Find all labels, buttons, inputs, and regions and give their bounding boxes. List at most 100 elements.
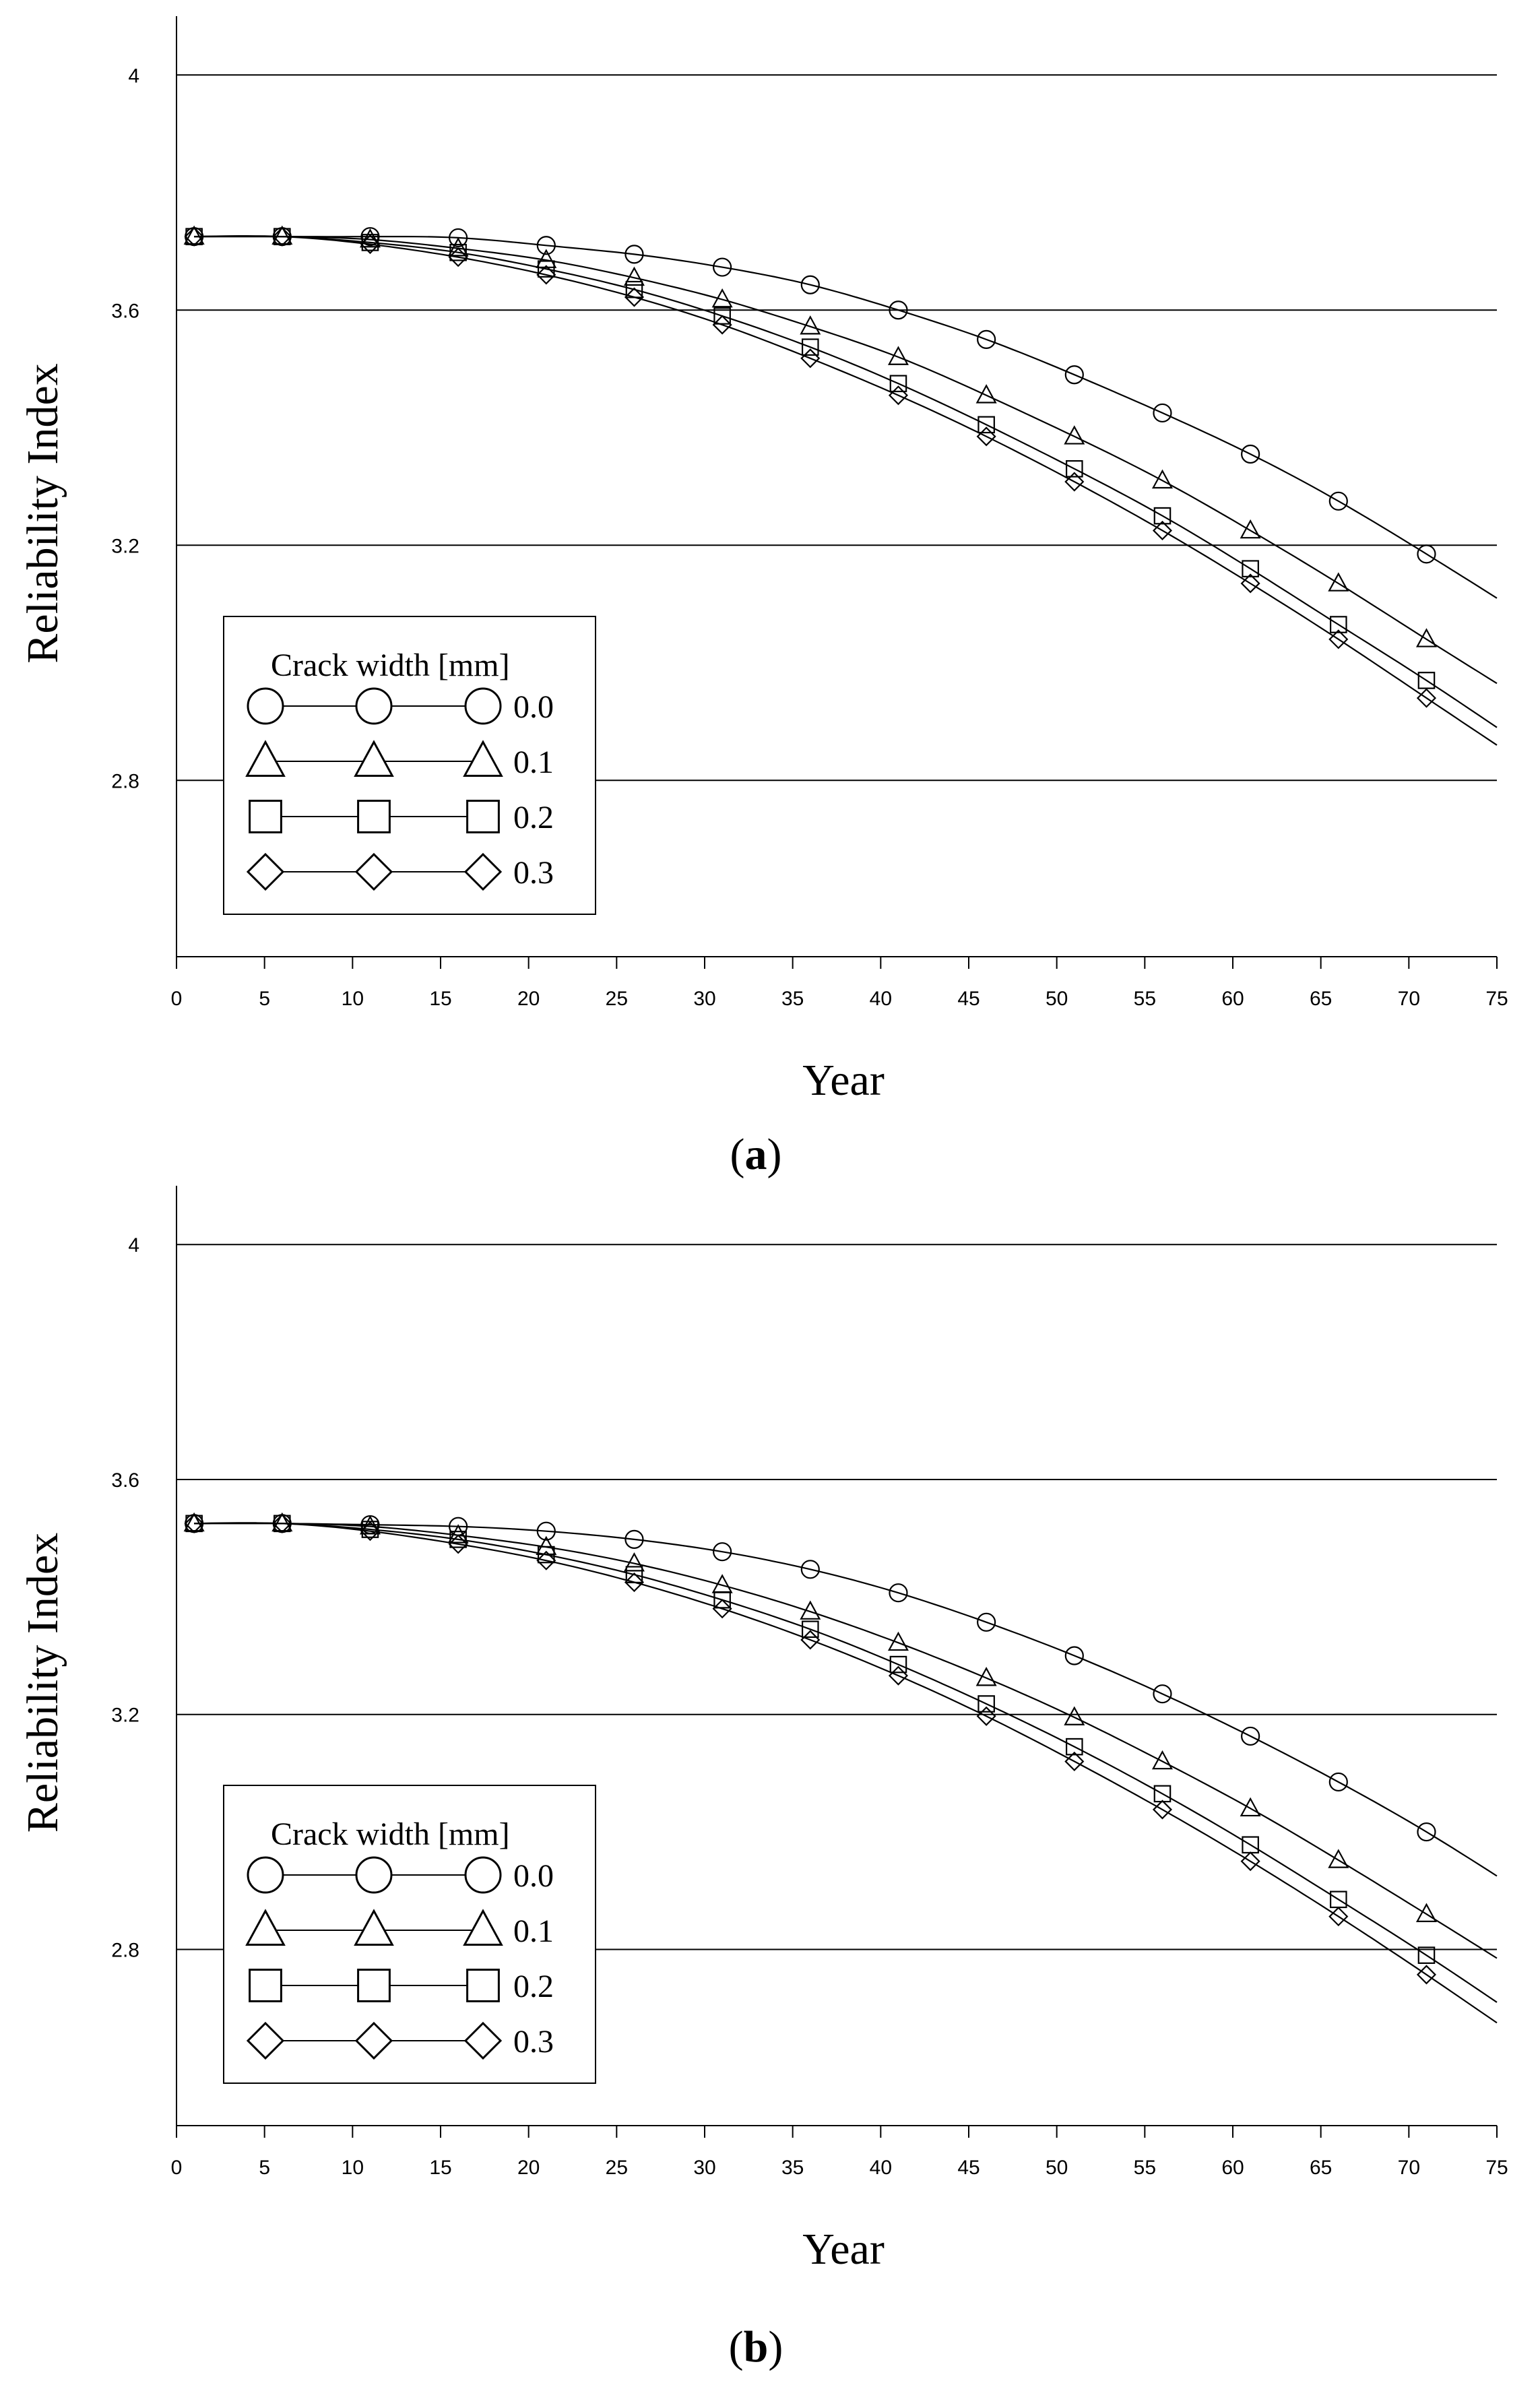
caption-letter: b (744, 2322, 769, 2372)
marker-circle (624, 1529, 644, 1549)
marker-square (537, 260, 555, 278)
marker-circle (1241, 444, 1260, 464)
legend-marker-circle (464, 1856, 502, 1894)
legend-label: 0.3 (513, 2024, 554, 2060)
marker-circle (977, 329, 996, 349)
marker-square (1417, 1946, 1436, 1964)
legend-marker-group (463, 2021, 503, 2060)
x-tick-label: 55 (1134, 2157, 1156, 2179)
marker-diamond (1240, 573, 1260, 594)
marker-triangle (271, 1512, 293, 1532)
legend-marker-group (464, 1856, 502, 1894)
legend-marker-group (466, 1969, 500, 2002)
legend-marker-group (354, 1909, 394, 1946)
x-axis-label: Year (802, 1056, 885, 1105)
legend-marker-circle (355, 1856, 393, 1894)
legend-marker-group (245, 740, 286, 777)
x-tick-label: 70 (1398, 2157, 1420, 2179)
legend-marker-group (246, 852, 285, 891)
marker-circle (360, 227, 380, 247)
x-tick-label: 35 (781, 2157, 804, 2179)
legend-label: 0.0 (513, 689, 554, 725)
legend-marker-group (357, 800, 391, 833)
marker-circle (713, 257, 732, 277)
legend-marker-group (355, 687, 393, 725)
marker-square (537, 1546, 555, 1564)
marker-square (889, 375, 907, 393)
marker-triangle (1064, 1706, 1085, 1725)
marker-square (1242, 560, 1259, 577)
legend-label: 0.2 (513, 1969, 554, 2004)
series-line-0.0 (194, 1522, 1498, 1877)
marker-circle (449, 228, 468, 248)
marker-square (713, 1591, 731, 1609)
y-tick-label: 3.2 (111, 535, 139, 557)
marker-triangle (623, 1552, 645, 1572)
marker-circle (800, 275, 820, 294)
marker-triangle (447, 1524, 469, 1544)
x-tick-label: 70 (1398, 988, 1420, 1010)
legend-marker-group (463, 1909, 503, 1946)
x-tick-label: 60 (1221, 2157, 1244, 2179)
y-tick-label: 3.6 (111, 300, 139, 322)
marker-triangle (1151, 469, 1173, 489)
caption-close: ) (767, 1130, 782, 1179)
marker-diamond (184, 1513, 204, 1533)
marker-triangle (975, 384, 997, 404)
marker-diamond (624, 1572, 645, 1593)
marker-diamond (1152, 1800, 1173, 1820)
x-tick-label: 10 (342, 988, 364, 1010)
legend-marker-group (247, 1856, 284, 1894)
marker-triangle (1415, 628, 1437, 647)
x-tick-label: 10 (342, 2157, 364, 2179)
legend-marker-diamond (354, 852, 393, 891)
legend-marker-triangle (354, 1909, 394, 1946)
x-tick-label: 25 (606, 2157, 628, 2179)
x-tick-label: 25 (606, 988, 628, 1010)
legend-marker-square (249, 1969, 282, 2002)
legend-label: 0.0 (513, 1858, 554, 1894)
y-tick-label: 2.8 (111, 1939, 139, 1961)
marker-triangle (623, 266, 645, 286)
marker-triangle (359, 228, 381, 248)
marker-diamond (800, 348, 821, 369)
x-tick-label: 30 (693, 988, 715, 1010)
marker-triangle (887, 346, 909, 365)
marker-diamond (624, 287, 645, 307)
marker-square (1329, 616, 1347, 633)
legend-marker-group (463, 852, 503, 891)
marker-diamond (360, 1521, 381, 1541)
marker-square (1065, 460, 1083, 478)
x-tick-label: 75 (1485, 988, 1508, 1010)
marker-triangle (1064, 425, 1085, 445)
marker-circle (1241, 1726, 1260, 1746)
legend-marker-diamond (463, 852, 503, 891)
marker-triangle (1151, 1750, 1173, 1770)
marker-triangle (887, 1631, 909, 1651)
marker-diamond (1064, 472, 1085, 492)
marker-triangle (271, 225, 293, 245)
marker-circle (800, 1560, 820, 1579)
x-tick-label: 60 (1221, 988, 1244, 1010)
y-tick-label: 3.6 (111, 1469, 139, 1492)
x-tick-label: 75 (1485, 2157, 1508, 2179)
marker-diamond (1064, 1751, 1085, 1771)
marker-diamond (360, 234, 381, 255)
marker-diamond (712, 315, 732, 335)
marker-circle (977, 1612, 996, 1632)
marker-square (801, 338, 819, 356)
marker-circle (1064, 1646, 1084, 1665)
marker-triangle (183, 225, 205, 245)
legend-marker-square (357, 1969, 391, 2002)
marker-diamond (272, 1513, 292, 1533)
x-tick-label: 50 (1046, 988, 1068, 1010)
marker-triangle (800, 315, 821, 335)
x-tick-label: 15 (429, 2157, 451, 2179)
marker-circle (536, 1521, 556, 1541)
legend-label: 0.3 (513, 855, 554, 891)
marker-diamond (712, 1599, 732, 1619)
legend-marker-triangle (354, 740, 394, 777)
marker-circle (713, 1542, 732, 1562)
legend-title: Crack width [mm] (271, 647, 510, 683)
marker-triangle (1240, 519, 1261, 539)
